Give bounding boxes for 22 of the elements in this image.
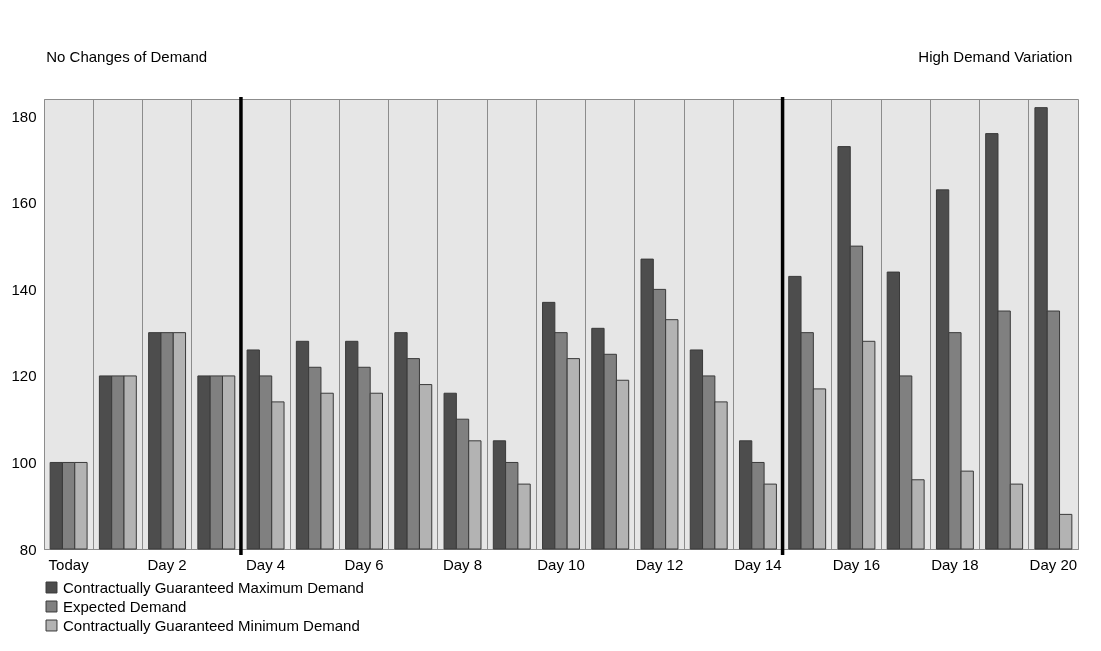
x-tick-label: Day 2 xyxy=(147,555,187,573)
legend-label: Expected Demand xyxy=(63,597,187,615)
y-tick-label: 160 xyxy=(11,194,37,212)
y-tick-label: 180 xyxy=(11,107,37,125)
x-tick-label: Today xyxy=(48,555,90,573)
y-tick-label: 100 xyxy=(11,453,37,471)
text: High Demand Variation xyxy=(918,48,1073,65)
x-tick-label: Day 6 xyxy=(344,555,384,573)
x-tick-label: Day 18 xyxy=(931,555,979,573)
x-tick-label: Day 20 xyxy=(1029,555,1078,573)
x-tick-label: Day 16 xyxy=(832,555,881,573)
x-tick-label: Day 14 xyxy=(734,555,782,573)
text: No Changes of Demand xyxy=(46,48,208,65)
y-tick-label: 120 xyxy=(11,367,37,385)
x-tick-label: Day 4 xyxy=(245,555,286,573)
legend-label: Contractually Guaranteed Maximum Demand xyxy=(63,578,364,596)
x-tick-label: Day 10 xyxy=(537,555,585,573)
x-tick-label: Day 8 xyxy=(442,555,483,573)
y-tick-label: 140 xyxy=(11,280,37,298)
legend-label: Contractually Guaranteed Minimum Demand xyxy=(63,616,360,634)
y-tick-label: 80 xyxy=(19,540,37,558)
x-tick-label: Day 12 xyxy=(635,555,684,573)
